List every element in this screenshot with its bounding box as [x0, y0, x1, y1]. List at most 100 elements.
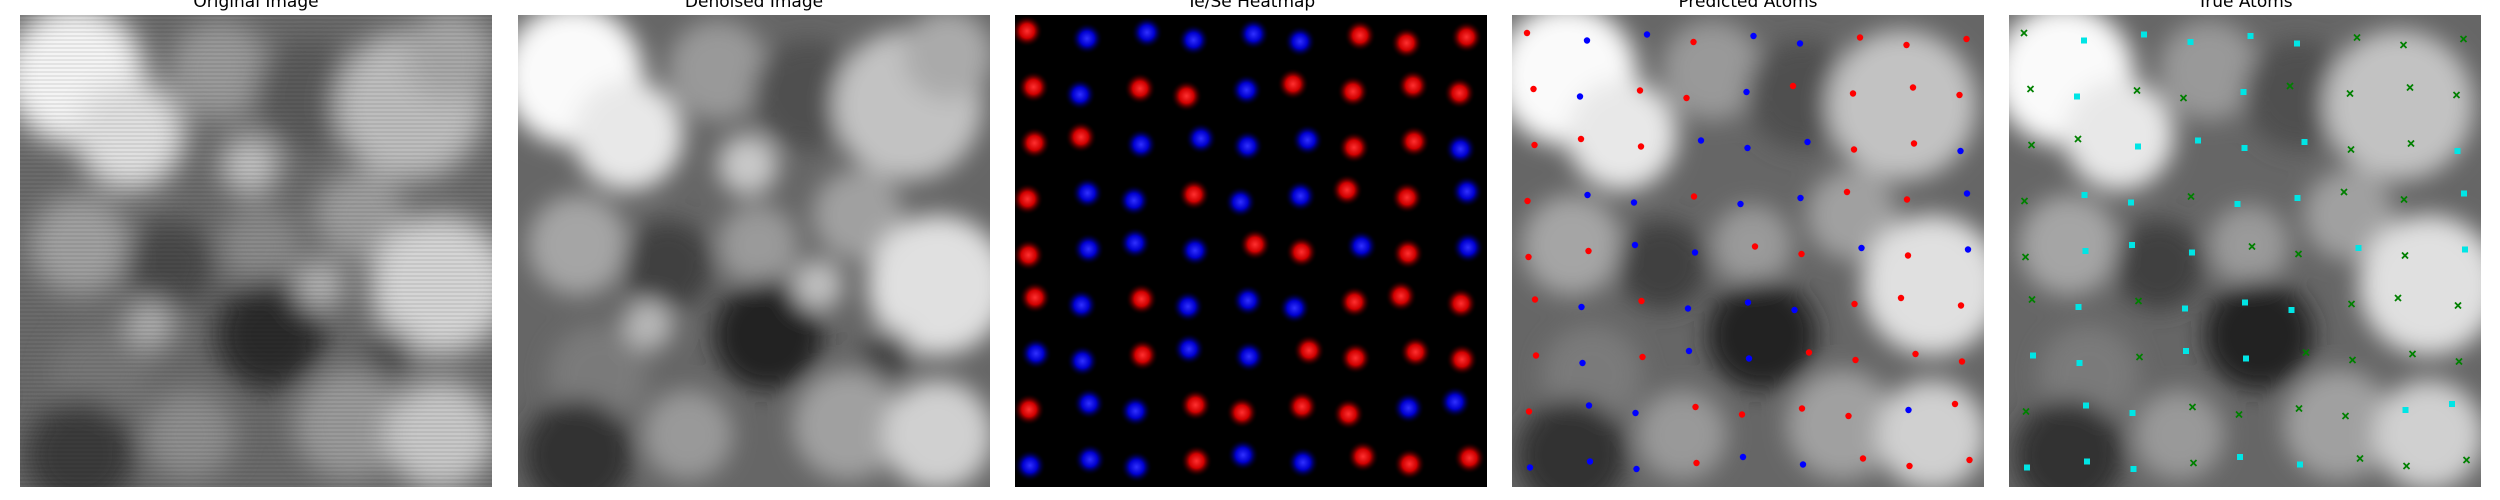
predicted-se-marker: [1739, 453, 1747, 461]
true-se-marker: [2081, 192, 2088, 198]
predicted-se-marker: [1632, 409, 1639, 417]
true-te-marker: [2026, 85, 2035, 93]
panel-te-se-heatmap: Te/Se Heatmap: [1015, 0, 1487, 500]
predicted-te-marker: [1851, 300, 1858, 308]
panel-title: Predicted Atoms: [1678, 0, 1818, 12]
se-heat-spot: [1451, 175, 1483, 208]
se-heat-spot: [1287, 446, 1319, 479]
se-heat-spot: [1224, 186, 1257, 218]
se-heat-spot: [1179, 234, 1211, 267]
true-te-marker: [2027, 141, 2036, 149]
true-te-marker: [2462, 456, 2471, 464]
true-te-marker: [2401, 251, 2409, 260]
predicted-te-marker: [1692, 403, 1699, 411]
true-se-marker: [2081, 37, 2087, 44]
true-te-marker: [2135, 353, 2144, 361]
te-heat-spot: [1170, 80, 1203, 112]
panel-predicted-atoms: Predicted Atoms: [1512, 0, 1984, 500]
predicted-te-marker: [1524, 197, 1531, 205]
te-heat-spot: [1179, 389, 1212, 421]
predicted-te-marker: [1530, 85, 1537, 93]
true-te-marker: [2028, 295, 2036, 304]
se-heat-spot: [1284, 25, 1316, 58]
se-heat-spot: [1073, 387, 1105, 420]
predicted-te-marker: [1845, 412, 1852, 420]
se-heat-spot: [1227, 439, 1259, 471]
panel-true-atoms: True Atoms: [2009, 0, 2481, 500]
predicted-se-marker: [1905, 406, 1912, 414]
se-heat-spot: [1173, 333, 1205, 365]
true-se-marker: [2083, 402, 2089, 409]
predicted-se-marker: [1576, 93, 1584, 100]
te-heat-spot: [1180, 445, 1213, 477]
true-te-marker: [2347, 300, 2356, 308]
panel-title: Original Image: [193, 0, 319, 12]
predicted-te-marker: [1798, 250, 1805, 258]
true-se-marker: [2301, 139, 2308, 145]
te-heat-spot: [1015, 15, 1043, 47]
te-heat-spot: [1446, 343, 1478, 376]
se-heat-spot: [1131, 16, 1163, 49]
se-heat-spot: [1064, 78, 1096, 111]
predicted-se-marker: [1744, 144, 1751, 152]
predicted-se-marker: [1743, 88, 1750, 96]
predicted-te-marker: [1683, 94, 1690, 102]
se-heat-spot: [1066, 345, 1099, 377]
predicted-se-marker: [1796, 40, 1804, 47]
predicted-se-marker: [1585, 402, 1593, 409]
predicted-te-marker: [1957, 302, 1965, 309]
true-te-marker: [2134, 297, 2143, 305]
true-te-marker: [2187, 192, 2195, 201]
predicted-se-marker: [1586, 458, 1594, 465]
true-se-marker: [2240, 89, 2247, 95]
predicted-te-marker: [1690, 193, 1698, 200]
se-heat-spot: [1125, 128, 1157, 161]
predicted-te-marker: [1843, 188, 1851, 196]
panel-title: Te/Se Heatmap: [1186, 0, 1316, 12]
te-heat-spot: [1443, 77, 1476, 109]
true-se-marker: [2076, 360, 2083, 366]
te-heat-spot: [1239, 228, 1271, 261]
true-te-marker: [2348, 356, 2357, 364]
predicted-te-marker: [1531, 296, 1539, 303]
true-se-marker: [2297, 461, 2303, 468]
predicted-te-marker: [1639, 353, 1646, 361]
true-te-marker: [2347, 145, 2355, 154]
predicted-te-marker: [1525, 408, 1533, 415]
te-heat-spot: [1344, 19, 1376, 52]
true-te-marker: [2295, 404, 2303, 413]
te-heat-spot: [1339, 342, 1372, 374]
true-te-marker: [2294, 250, 2303, 258]
se-heat-spot: [1020, 337, 1052, 370]
predicted-te-marker: [1906, 462, 1913, 470]
predicted-te-marker: [1577, 135, 1585, 143]
predicted-se-marker: [1744, 299, 1752, 306]
true-te-marker: [2020, 29, 2028, 37]
true-te-marker: [2394, 294, 2402, 302]
true-se-marker: [2461, 190, 2467, 197]
te-heat-spot: [1124, 72, 1156, 105]
true-se-marker: [2234, 201, 2241, 207]
true-se-marker: [2135, 143, 2141, 150]
predicted-se-marker: [1691, 249, 1699, 256]
true-se-marker: [2462, 246, 2468, 253]
predicted-te-marker: [1690, 38, 1697, 46]
predicted-se-marker: [1633, 465, 1640, 473]
true-te-marker: [2022, 407, 2030, 416]
predicted-te-marker: [1852, 356, 1859, 364]
true-se-marker: [2189, 249, 2195, 256]
predicted-se-marker: [1804, 138, 1811, 146]
predicted-te-marker: [1849, 90, 1857, 97]
se-heat-spot: [1345, 230, 1378, 262]
true-atoms-image: [2009, 15, 2481, 487]
predicted-te-marker: [1963, 35, 1970, 43]
te-heat-spot: [1015, 183, 1044, 215]
true-te-marker: [2179, 94, 2188, 102]
se-heat-spot: [1231, 130, 1264, 162]
se-heat-spot: [1065, 289, 1098, 321]
true-se-marker: [2141, 31, 2147, 38]
predicted-se-marker: [1957, 147, 1964, 155]
true-te-marker: [2455, 357, 2463, 366]
te-heat-spot: [1399, 336, 1432, 368]
te-heat-spot: [1445, 287, 1477, 320]
